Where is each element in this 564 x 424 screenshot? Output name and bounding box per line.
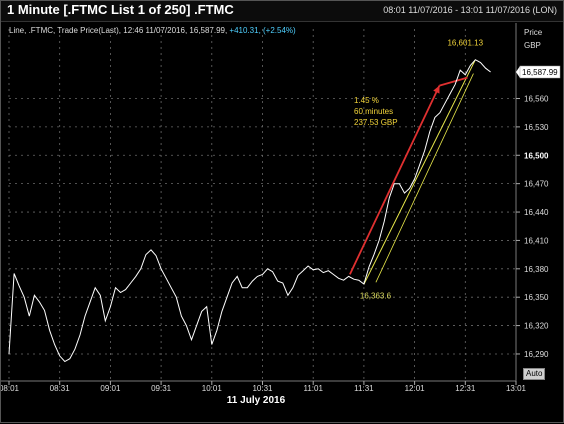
price-axis-currency: GBP — [524, 41, 541, 50]
low-label: 16,363.6 — [360, 291, 392, 300]
price-axis-header: Price GBP — [524, 26, 542, 52]
y-tick-label: 16,470 — [524, 180, 549, 189]
y-tick-label: 16,560 — [524, 95, 549, 104]
x-tick-label: 11:31 — [354, 384, 374, 393]
price-axis-title: Price — [524, 28, 543, 37]
x-tick-label: 08:01 — [1, 384, 20, 393]
price-line — [8, 59, 491, 363]
move-arrow-head — [433, 85, 440, 94]
x-tick-label: 10:31 — [252, 384, 273, 393]
y-tick-label: 16,500 — [524, 151, 549, 160]
y-tick-label: 16,410 — [524, 236, 549, 245]
window-title: 1 Minute [.FTMC List 1 of 250] .FTMC — [7, 2, 234, 17]
y-tick-label: 16,320 — [524, 322, 549, 331]
last-price-pointer — [516, 66, 520, 79]
peak-label: 16,601.13 — [447, 39, 483, 48]
last-price-label: 16,587.99 — [522, 68, 558, 77]
auto-scale-button[interactable]: Auto — [523, 368, 546, 380]
x-tick-label: 12:31 — [455, 384, 476, 393]
move-stat-label: 237.53 GBP — [354, 118, 398, 127]
x-tick-label: 13:01 — [506, 384, 527, 393]
trend-line — [363, 59, 476, 285]
last-price-box — [519, 65, 561, 79]
x-tick-label: 08:31 — [50, 384, 71, 393]
x-tick-label: 11:01 — [303, 384, 323, 393]
move-stat-label: 60 minutes — [354, 107, 393, 116]
move-arrow-top — [439, 76, 468, 87]
x-tick-label: 10:01 — [202, 384, 223, 393]
x-tick-label: 12:01 — [405, 384, 426, 393]
move-stat-label: 1.45 % — [354, 96, 379, 105]
trend-line-secondary — [375, 73, 474, 283]
y-tick-label: 16,290 — [524, 350, 549, 359]
legend-text: Line, .FTMC, Trade Price(Last), 12:46 11… — [9, 26, 230, 35]
y-tick-label: 16,380 — [524, 265, 549, 274]
x-tick-label: 09:01 — [100, 384, 121, 393]
title-bar: 1 Minute [.FTMC List 1 of 250] .FTMC 08:… — [1, 1, 563, 22]
move-arrow — [349, 85, 441, 275]
date-label: 11 July 2016 — [226, 395, 286, 406]
time-range: 08:01 11/07/2016 - 13:01 11/07/2016 (LON… — [383, 5, 557, 15]
x-tick-label: 09:31 — [151, 384, 172, 393]
y-tick-label: 16,350 — [524, 293, 549, 302]
y-tick-label: 16,530 — [524, 123, 549, 132]
y-tick-label: 16,440 — [524, 208, 549, 217]
